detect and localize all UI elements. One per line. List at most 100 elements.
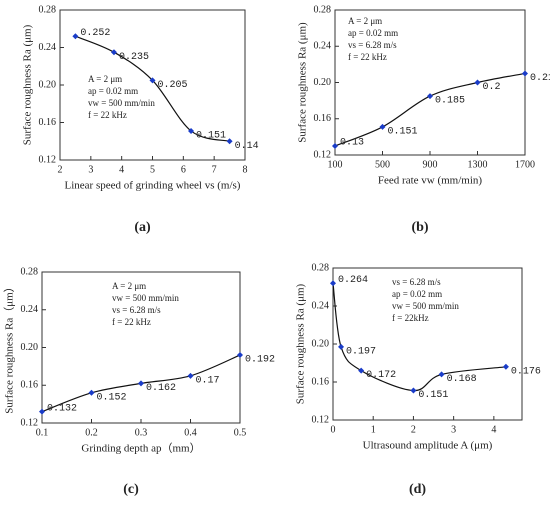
annotation: A = 2 μm [348,16,382,26]
x-tick-label: 0.1 [36,427,49,438]
x-tick-label: 7 [212,164,217,175]
point [410,387,417,394]
y-tick-label: 0.28 [39,4,57,15]
x-tick-label: 0 [331,424,336,435]
data-label: 0.168 [447,374,477,385]
point [358,367,365,374]
point [330,280,336,287]
point [149,77,156,84]
annotation: vs = 6.28 m/s [392,277,441,287]
annotation: ap = 0.02 mm [88,86,138,96]
annotation: f = 22kHz [392,313,429,323]
x-tick-label: 2 [411,424,416,435]
y-axis-label: Surface roughness Ra (μm) [22,24,34,145]
annotation: A = 2 μm [88,74,122,84]
data-label: 0.162 [146,383,176,394]
y-tick-label: 0.12 [39,154,57,165]
annotation: vs = 6.28 m/s [112,305,161,315]
data-label: 0.2 [483,82,501,93]
annotation: f = 22 kHz [112,317,151,327]
point [110,49,117,56]
x-tick-label: 0.4 [184,427,197,438]
x-tick-label: 3 [88,164,93,175]
point [474,79,481,86]
point [438,371,445,378]
point [72,33,79,40]
data-label: 0.152 [97,392,127,403]
annotation: A = 2 μm [112,281,146,291]
point [226,138,233,145]
y-tick-label: 0.24 [21,304,39,315]
annotation: vw = 500 mm/min [392,301,459,311]
point [332,142,338,149]
data-label: 0.132 [47,403,77,414]
y-tick-label: 0.16 [21,380,39,391]
point [138,380,144,387]
data-label: 0.14 [235,141,259,152]
y-tick-label: 0.24 [312,300,330,311]
y-tick-label: 0.24 [314,41,332,52]
y-tick-label: 0.28 [21,266,39,277]
point [522,70,528,77]
x-tick-label: 0.2 [85,427,98,438]
x-tick-label: 0.5 [234,427,247,438]
x-tick-label: 6 [181,164,186,175]
data-label: 0.17 [196,375,220,386]
annotation: vs = 6.28 m/s [348,40,397,50]
data-label: 0.252 [80,28,110,39]
x-axis-label: Linear speed of grinding wheel vs (m/s) [65,180,241,192]
annotation: vw = 500 mm/min [112,293,179,303]
x-tick-label: 2 [58,164,63,175]
curve [332,283,506,392]
point [379,123,386,130]
data-label: 0.176 [511,366,541,377]
y-tick-label: 0.20 [314,77,332,88]
data-label: 0.235 [119,52,149,63]
panel-label: (d) [409,482,426,497]
x-tick-label: 500 [375,159,390,170]
y-tick-label: 0.16 [312,376,330,387]
x-axis-label: Grinding depth ap（mm） [81,442,200,455]
annotation: f = 22 kHz [348,52,387,62]
panel-label: (b) [411,220,428,235]
annotation: f = 22 kHz [88,110,127,120]
y-tick-label: 0.16 [39,117,57,128]
annotation: vw = 500 mm/min [88,98,155,108]
x-tick-label: 1 [371,424,376,435]
panel-label: (c) [123,482,139,497]
x-tick-label: 1300 [468,159,488,170]
y-tick-label: 0.12 [312,414,330,425]
y-tick-label: 0.20 [39,79,57,90]
y-tick-label: 0.28 [314,4,332,15]
data-label: 0.185 [435,96,465,107]
x-axis-label: Feed rate vw (mm/min) [378,175,483,187]
point [188,127,195,134]
x-tick-label: 4 [119,164,124,175]
y-axis-label: Surface roughness Ra (μm) [295,283,307,404]
panel-label: (a) [134,220,151,235]
data-label: 0.151 [388,127,418,138]
data-label: 0.205 [158,80,188,91]
x-tick-label: 5 [150,164,155,175]
y-axis-label: Surface roughness Ra（μm） [3,281,16,413]
point [237,352,243,359]
y-tick-label: 0.12 [21,417,39,428]
x-tick-label: 100 [328,159,343,170]
x-tick-label: 1700 [515,159,535,170]
data-label: 0.172 [366,370,396,381]
x-tick-label: 3 [451,424,456,435]
y-tick-label: 0.20 [312,338,330,349]
x-tick-label: 900 [423,159,438,170]
data-label: 0.264 [338,275,368,286]
point [427,93,433,100]
data-label: 0.197 [346,346,376,357]
point [502,363,509,370]
x-axis-label: Ultrasound amplitude A (μm) [363,440,493,452]
data-label: 0.151 [196,131,226,142]
point [88,389,95,396]
data-label: 0.151 [418,390,448,401]
y-tick-label: 0.20 [21,342,39,353]
x-tick-label: 0.3 [135,427,148,438]
y-tick-label: 0.28 [312,262,330,273]
